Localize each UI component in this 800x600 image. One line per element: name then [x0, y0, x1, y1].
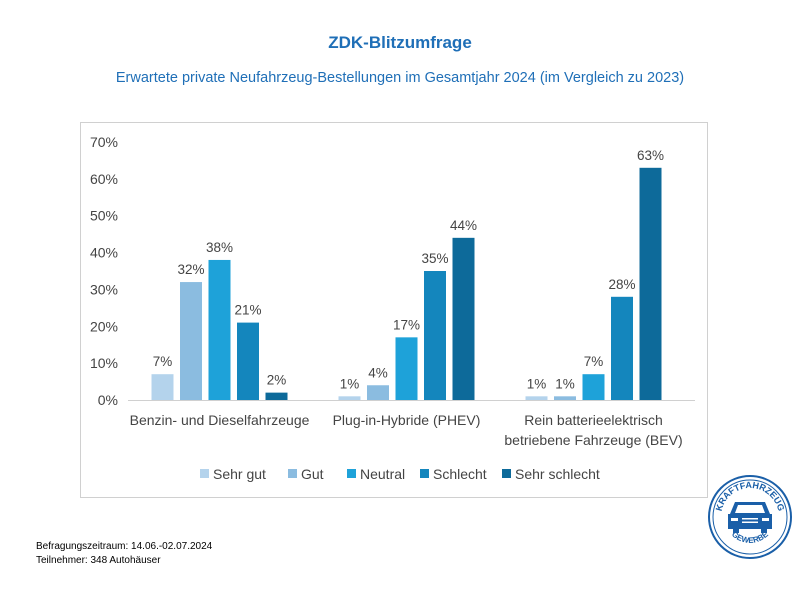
- data-label: 32%: [177, 262, 204, 277]
- bar-sehr-schlecht: [265, 392, 288, 400]
- data-label: 21%: [234, 303, 261, 318]
- legend-swatch: [288, 469, 297, 478]
- y-tick-label: 10%: [90, 355, 118, 371]
- chart-frame: [80, 122, 708, 498]
- legend-label: Sehr gut: [213, 466, 266, 482]
- data-label: 28%: [608, 277, 635, 292]
- survey-period: Befragungszeitraum: 14.06.-02.07.2024: [36, 541, 213, 552]
- data-label: 1%: [527, 376, 547, 391]
- page-title: ZDK-Blitzumfrage: [328, 33, 472, 52]
- y-tick-label: 30%: [90, 281, 118, 297]
- bar-sehr-schlecht: [452, 237, 475, 400]
- bar-schlecht: [611, 296, 633, 400]
- legend-label: Schlecht: [433, 466, 487, 482]
- y-tick-label: 0%: [98, 392, 118, 408]
- data-label: 1%: [555, 376, 575, 391]
- legend-swatch: [420, 469, 429, 478]
- legend-swatch: [502, 469, 511, 478]
- bar-gut: [180, 282, 202, 400]
- category-label: Benzin- und Dieselfahrzeuge: [130, 412, 310, 428]
- data-label: 2%: [267, 373, 287, 388]
- y-tick-label: 60%: [90, 171, 118, 187]
- category-label: Plug-in-Hybride (PHEV): [333, 412, 481, 428]
- data-label: 7%: [153, 354, 173, 369]
- legend-label: Gut: [301, 466, 324, 482]
- bar-neutral: [582, 374, 605, 400]
- chart-subtitle: Erwartete private Neufahrzeug-Bestellung…: [115, 70, 685, 86]
- legend-swatch: [200, 469, 209, 478]
- y-tick-label: 20%: [90, 318, 118, 334]
- category-label: Rein batterieelektrisch: [524, 412, 663, 428]
- data-label: 4%: [368, 365, 388, 380]
- bar-sehr-gut: [338, 396, 361, 400]
- logo-text-bottom: GEWERBE: [730, 529, 771, 545]
- bar-gut: [554, 396, 576, 400]
- data-label: 38%: [206, 240, 233, 255]
- bar-schlecht: [237, 322, 259, 400]
- svg-text:GEWERBE: GEWERBE: [730, 529, 771, 545]
- data-label: 63%: [637, 148, 664, 163]
- legend-swatch: [347, 469, 356, 478]
- category-label: betriebene Fahrzeuge (BEV): [504, 432, 682, 448]
- data-label: 35%: [421, 251, 448, 266]
- bar-neutral: [208, 259, 231, 400]
- data-label: 7%: [584, 354, 604, 369]
- bar-neutral: [395, 337, 418, 400]
- car-icon: [728, 502, 772, 533]
- data-label: 17%: [393, 317, 420, 332]
- y-tick-label: 70%: [90, 134, 118, 150]
- legend-label: Neutral: [360, 466, 405, 482]
- y-tick-label: 50%: [90, 208, 118, 224]
- data-label: 1%: [340, 376, 360, 391]
- bar-gut: [367, 385, 389, 400]
- legend-label: Sehr schlecht: [515, 466, 600, 482]
- data-label: 44%: [450, 218, 477, 233]
- kfz-gewerbe-logo: KRAFTFAHRZEUG GEWERBE: [708, 475, 792, 559]
- bar-sehr-gut: [151, 374, 174, 400]
- bar-sehr-schlecht: [639, 167, 662, 400]
- bar-sehr-gut: [525, 396, 548, 400]
- participants: Teilnehmer: 348 Autohäuser: [36, 555, 161, 566]
- bar-schlecht: [424, 271, 446, 400]
- y-tick-label: 40%: [90, 245, 118, 261]
